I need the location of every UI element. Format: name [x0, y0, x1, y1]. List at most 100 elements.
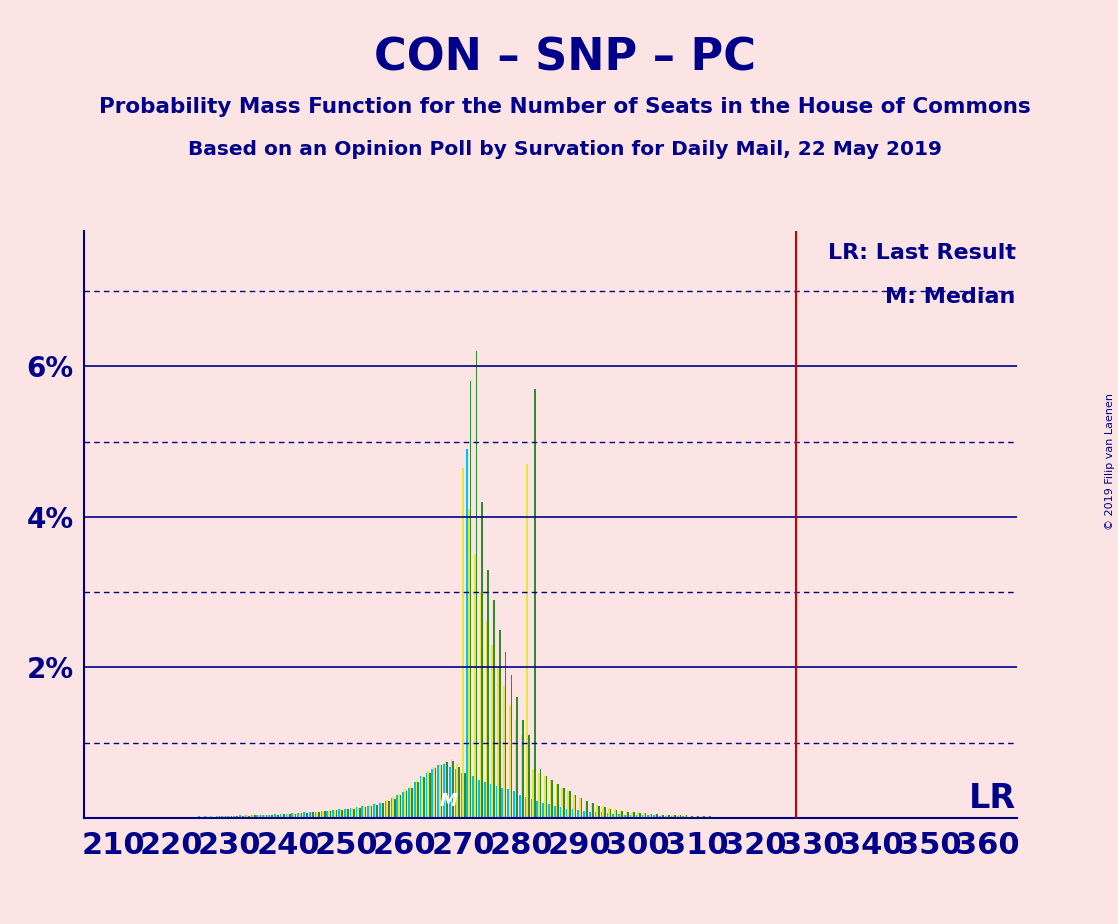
Bar: [709, 816, 711, 818]
Bar: [627, 811, 629, 818]
Bar: [672, 816, 674, 818]
Bar: [388, 801, 390, 818]
Bar: [245, 816, 246, 818]
Bar: [277, 815, 278, 818]
Bar: [256, 816, 258, 818]
Bar: [597, 805, 598, 818]
Bar: [566, 808, 567, 818]
Bar: [198, 816, 200, 818]
Bar: [229, 816, 230, 818]
Bar: [504, 652, 506, 818]
Bar: [408, 787, 410, 818]
Bar: [295, 814, 296, 818]
Bar: [574, 796, 575, 818]
Bar: [225, 816, 226, 818]
Bar: [604, 808, 606, 818]
Bar: [312, 812, 314, 818]
Bar: [363, 807, 364, 818]
Bar: [474, 554, 475, 818]
Bar: [561, 787, 563, 818]
Bar: [676, 816, 679, 818]
Bar: [695, 816, 698, 818]
Bar: [316, 811, 318, 818]
Bar: [359, 808, 360, 818]
Bar: [503, 687, 504, 818]
Bar: [221, 816, 224, 818]
Bar: [385, 801, 387, 818]
Bar: [589, 811, 590, 818]
Bar: [514, 720, 517, 818]
Bar: [701, 816, 703, 818]
Bar: [373, 804, 375, 818]
Bar: [455, 769, 456, 818]
Bar: [451, 760, 453, 818]
Bar: [440, 765, 443, 818]
Bar: [590, 803, 593, 818]
Bar: [250, 816, 253, 818]
Bar: [268, 815, 269, 818]
Bar: [495, 786, 498, 818]
Text: Based on an Opinion Poll by Survation for Daily Mail, 22 May 2019: Based on an Opinion Poll by Survation fo…: [188, 140, 941, 160]
Bar: [287, 814, 288, 818]
Bar: [246, 816, 248, 818]
Bar: [282, 814, 283, 818]
Bar: [666, 815, 669, 818]
Bar: [671, 816, 672, 818]
Bar: [626, 811, 627, 818]
Bar: [453, 760, 454, 818]
Bar: [297, 813, 299, 818]
Bar: [394, 799, 396, 818]
Bar: [648, 814, 651, 818]
Bar: [387, 799, 388, 818]
Bar: [344, 808, 345, 818]
Bar: [531, 799, 532, 818]
Bar: [458, 767, 459, 818]
Bar: [680, 816, 682, 818]
Bar: [377, 805, 378, 818]
Bar: [613, 814, 614, 818]
Bar: [708, 816, 709, 818]
Bar: [429, 772, 430, 818]
Bar: [283, 814, 285, 818]
Bar: [293, 813, 295, 818]
Bar: [655, 814, 656, 818]
Bar: [575, 796, 577, 818]
Text: LR: Last Result: LR: Last Result: [827, 243, 1015, 262]
Bar: [449, 767, 451, 818]
Bar: [633, 812, 635, 818]
Bar: [292, 813, 293, 818]
Bar: [443, 763, 445, 818]
Bar: [656, 814, 659, 818]
Bar: [522, 720, 524, 818]
Bar: [560, 808, 561, 818]
Text: CON – SNP – PC: CON – SNP – PC: [373, 37, 756, 80]
Bar: [224, 816, 225, 818]
Bar: [577, 810, 579, 818]
Bar: [632, 811, 633, 818]
Bar: [445, 761, 446, 818]
Bar: [643, 813, 645, 818]
Bar: [358, 808, 359, 818]
Bar: [517, 698, 518, 818]
Bar: [557, 784, 559, 818]
Bar: [479, 780, 480, 818]
Bar: [263, 815, 264, 818]
Bar: [280, 814, 282, 818]
Bar: [468, 509, 470, 818]
Bar: [236, 816, 238, 818]
Bar: [569, 792, 570, 818]
Bar: [397, 796, 398, 818]
Bar: [266, 816, 267, 818]
Bar: [480, 592, 482, 818]
Bar: [299, 813, 301, 818]
Bar: [651, 814, 652, 818]
Bar: [618, 814, 619, 818]
Bar: [330, 811, 331, 818]
Bar: [544, 776, 546, 818]
Bar: [446, 762, 448, 818]
Bar: [254, 816, 256, 818]
Bar: [375, 804, 377, 818]
Bar: [326, 811, 328, 818]
Bar: [309, 812, 311, 818]
Bar: [398, 794, 400, 818]
